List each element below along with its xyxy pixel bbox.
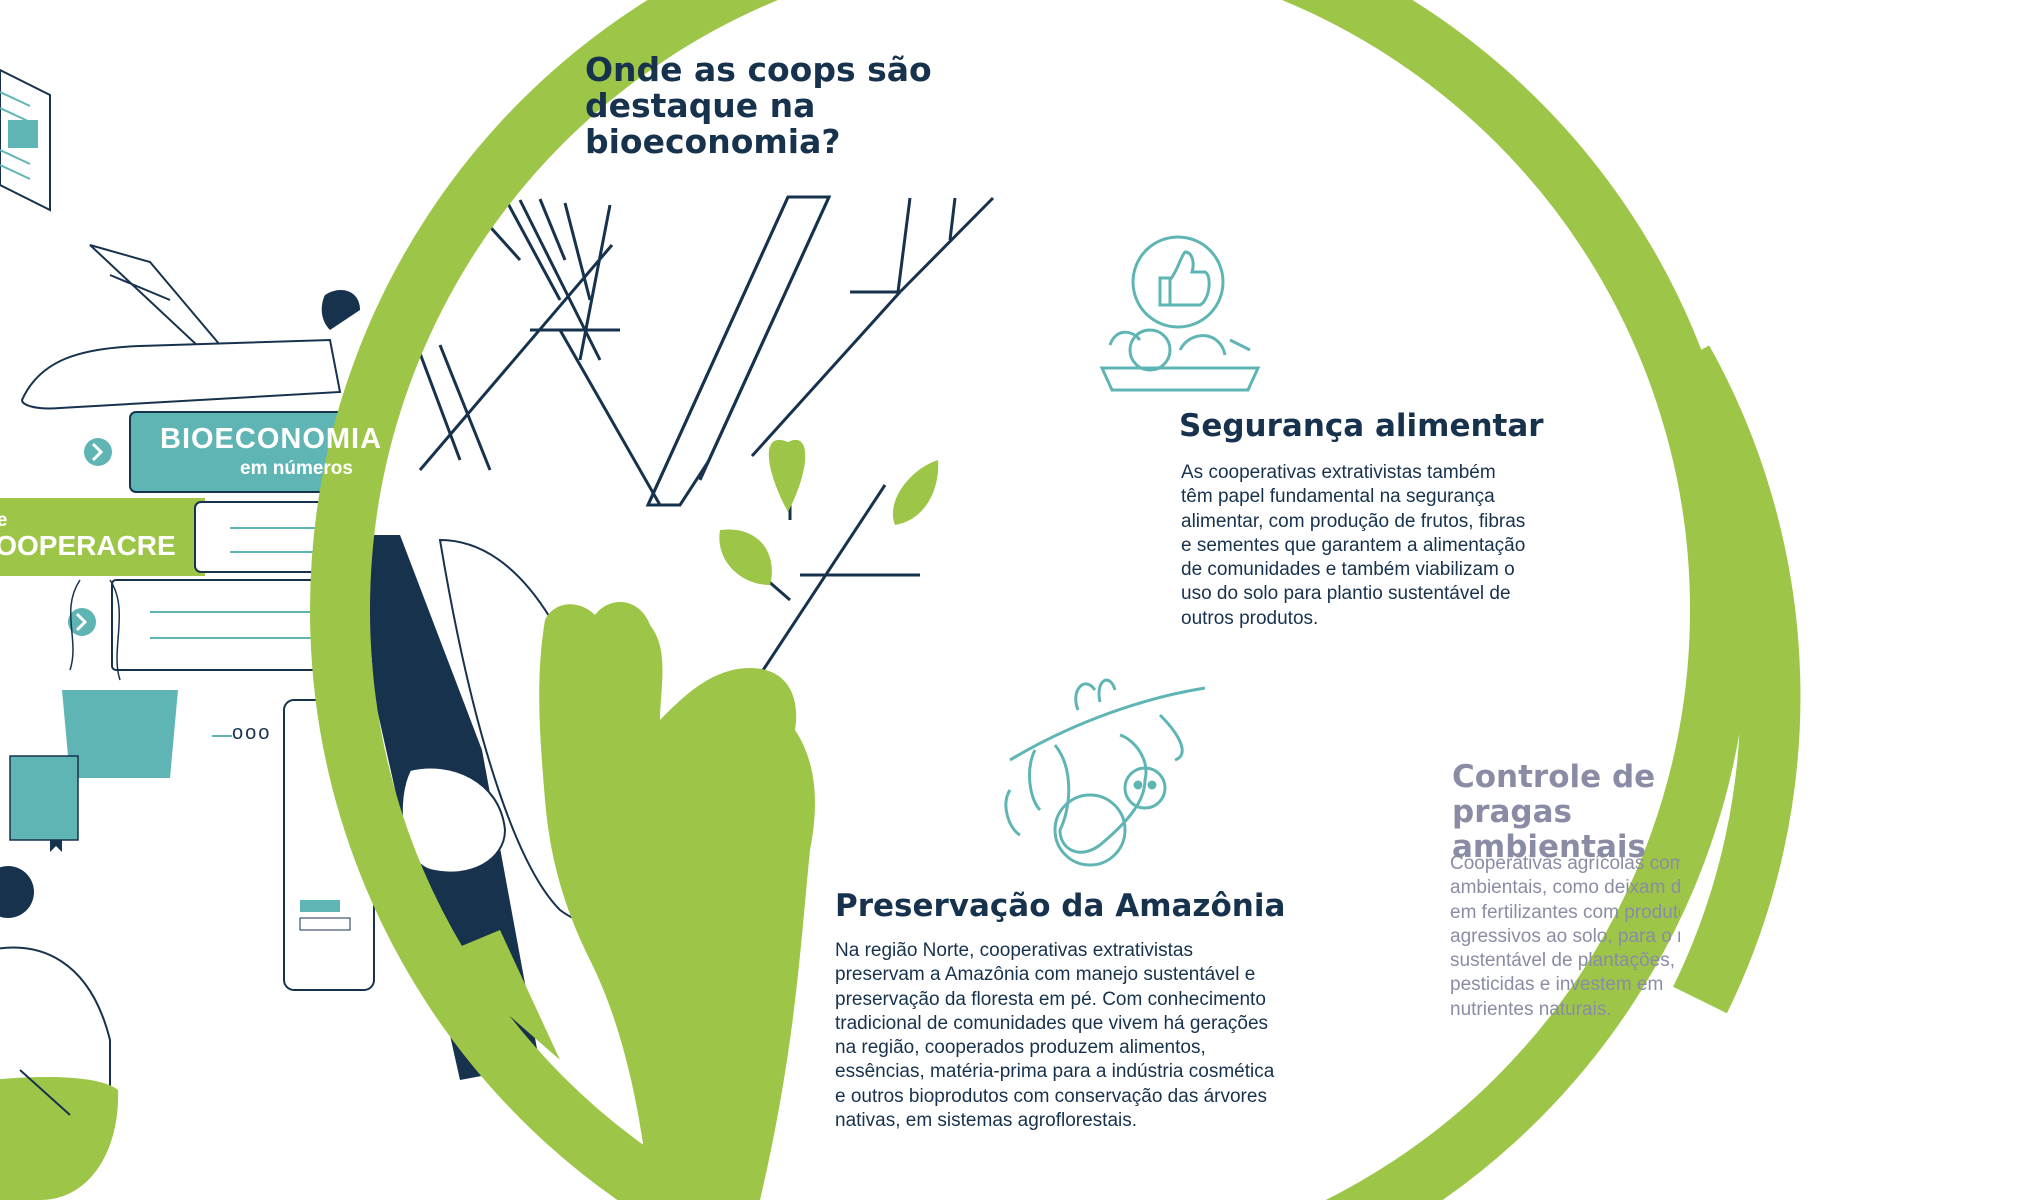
banner-bioeconomia[interactable]: [84, 411, 371, 493]
tree-branches: [413, 195, 995, 691]
chevron-right-icon[interactable]: [68, 608, 96, 636]
dots-label: ooo: [232, 722, 272, 744]
banner-case-prefix: Case: [0, 510, 8, 531]
section-title-seguranca-alimentar: Segurança alimentar: [1179, 408, 1544, 444]
banner-case-name[interactable]: COOPERACRE: [0, 530, 176, 561]
banner-bioeconomia-title[interactable]: BIOECONOMIA: [160, 423, 383, 455]
section-body-seguranca-alimentar: As cooperativas extrativistas também têm…: [1181, 462, 1526, 629]
airplane-illustration: [20, 244, 342, 410]
plant-pot-illustration: [62, 579, 178, 778]
section-controle-clip: Controle de pragas ambientais Cooperativ…: [1440, 760, 1680, 1060]
sloth-branch-icon: [1004, 678, 1206, 867]
section-body-preservacao-amazonia: Na região Norte, cooperativas extrativis…: [835, 940, 1275, 1132]
green-bush: [539, 602, 815, 1200]
page-title: Onde as coops são destaque na bioeconomi…: [585, 50, 932, 161]
food-thumbs-up-icon: [1099, 235, 1261, 392]
book-icon: [9, 755, 79, 852]
banner-bioeconomia-subtitle: em números: [240, 458, 353, 479]
person-illustration: [0, 866, 119, 1200]
chevron-right-icon[interactable]: [84, 438, 112, 466]
section-title-preservacao-amazonia: Preservação da Amazônia: [835, 888, 1286, 924]
open-book-illustration: [0, 68, 51, 212]
section-title-controle-pragas: Controle de pragas ambientais: [1452, 760, 1656, 865]
section-body-controle-pragas: Cooperativas agrícolas combatem pragas a…: [1450, 853, 1680, 1020]
